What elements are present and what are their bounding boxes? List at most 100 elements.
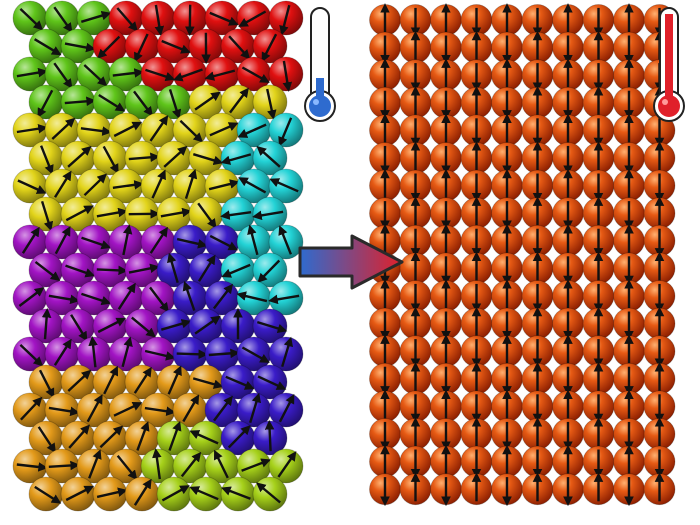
spin-orange — [28, 420, 64, 456]
spin-ordered — [643, 335, 676, 369]
spin-arrow-icon — [48, 406, 80, 417]
spin-arrow-icon — [220, 153, 252, 165]
spin-arrow-icon — [256, 482, 281, 504]
spin-ordered — [369, 168, 401, 202]
spin-arrow-icon — [133, 478, 152, 506]
spin-orange — [44, 392, 80, 428]
spin-arrow-icon — [53, 338, 72, 366]
spin-ordered — [491, 307, 523, 341]
spin-arrow-icon — [167, 365, 182, 395]
spin-yellow — [92, 196, 128, 232]
spin-ordered — [491, 279, 523, 312]
spin-arrow-icon — [136, 421, 150, 451]
spin-ordered — [521, 4, 554, 37]
spin-ordered — [521, 224, 554, 258]
spin-ordered — [399, 85, 432, 119]
spin-ordered — [521, 472, 554, 506]
spin-purple — [108, 224, 144, 260]
spin-ordered — [399, 306, 432, 340]
spin-arrow-icon — [64, 96, 96, 107]
spin-ordered — [552, 58, 584, 92]
spin-arrow-icon — [179, 119, 204, 143]
spin-cyan — [220, 196, 256, 232]
spin-cyan — [268, 224, 304, 260]
spin-arrow-icon — [83, 173, 107, 197]
spin-ordered — [521, 169, 554, 203]
spin-arrow-icon — [65, 264, 96, 278]
spin-arrow-icon — [264, 420, 275, 452]
spin-ordered — [613, 389, 645, 423]
spin-arrow-icon — [16, 123, 48, 134]
spin-ordered — [491, 113, 523, 147]
spin-ordered — [521, 445, 554, 479]
spin-blue — [220, 420, 256, 456]
spin-arrow-icon — [180, 451, 202, 478]
spin-arrow-icon — [278, 225, 293, 255]
spin-yellow — [156, 196, 192, 232]
spin-arrow-icon — [184, 168, 198, 199]
spin-lime — [236, 448, 272, 484]
spin-arrow-icon — [208, 179, 240, 191]
spin-ordered — [369, 362, 401, 396]
spin-orange — [60, 420, 96, 456]
spin-ordered — [430, 307, 462, 341]
spin-ordered — [643, 196, 676, 230]
spin-yellow — [108, 112, 144, 148]
spin-arrow-icon — [252, 210, 284, 221]
spin-ordered — [369, 334, 401, 368]
spin-arrow-icon — [65, 205, 94, 222]
spin-ordered — [460, 114, 493, 148]
spin-arrow-icon — [96, 487, 128, 499]
spin-ordered — [399, 141, 432, 174]
spin-ordered — [399, 361, 432, 395]
spin-ordered — [552, 3, 584, 36]
spin-arrow-icon — [80, 126, 112, 136]
spin-ordered — [613, 223, 645, 257]
spin-arrow-icon — [227, 425, 251, 449]
spin-arrow-icon — [98, 93, 126, 112]
spin-yellow — [12, 112, 48, 148]
spin-ordered — [369, 31, 401, 65]
spin-arrow-icon — [67, 369, 92, 392]
spin-arrow-icon — [172, 68, 203, 82]
spin-cyan — [236, 224, 272, 260]
spin-blue — [172, 336, 209, 372]
spin-ordered — [613, 142, 645, 175]
spin-arrow-icon — [152, 448, 162, 480]
spin-arrow-icon — [209, 11, 239, 26]
spin-ordered — [430, 142, 462, 175]
spin-ordered — [430, 389, 462, 423]
spin-arrow-icon — [160, 207, 192, 218]
spin-arrow-icon — [70, 314, 88, 342]
spin-lime — [156, 420, 192, 456]
spin-ordered — [582, 472, 615, 506]
spin-ordered — [399, 224, 432, 258]
spin-ordered — [521, 361, 554, 395]
spin-arrow-icon — [257, 259, 281, 283]
spin-arrow-icon — [131, 316, 156, 338]
spin-orange — [28, 364, 64, 400]
spin-arrow-icon — [161, 485, 190, 502]
spin-arrow-icon — [221, 486, 251, 500]
spin-ordered — [430, 31, 462, 65]
spin-arrow-icon — [20, 396, 43, 421]
spin-ordered — [460, 251, 493, 285]
spin-lime — [140, 448, 176, 484]
spin-arrow-icon — [18, 287, 45, 307]
spin-arrow-icon — [39, 145, 54, 175]
spin-blue — [156, 252, 192, 288]
spin-ordered — [643, 224, 676, 258]
spin-ordered — [552, 142, 584, 175]
spin-arrow-icon — [281, 336, 294, 368]
spin-arrow-icon — [168, 89, 182, 120]
spin-ordered — [399, 280, 432, 313]
spin-ordered — [582, 361, 615, 395]
spin-arrow-icon — [228, 35, 251, 60]
spin-purple — [140, 224, 176, 260]
spin-orange — [108, 392, 144, 428]
spin-ordered — [552, 389, 584, 423]
spin-ordered — [369, 473, 401, 507]
spin-arrow-icon — [34, 260, 61, 282]
spin-arrow-icon — [48, 460, 80, 471]
